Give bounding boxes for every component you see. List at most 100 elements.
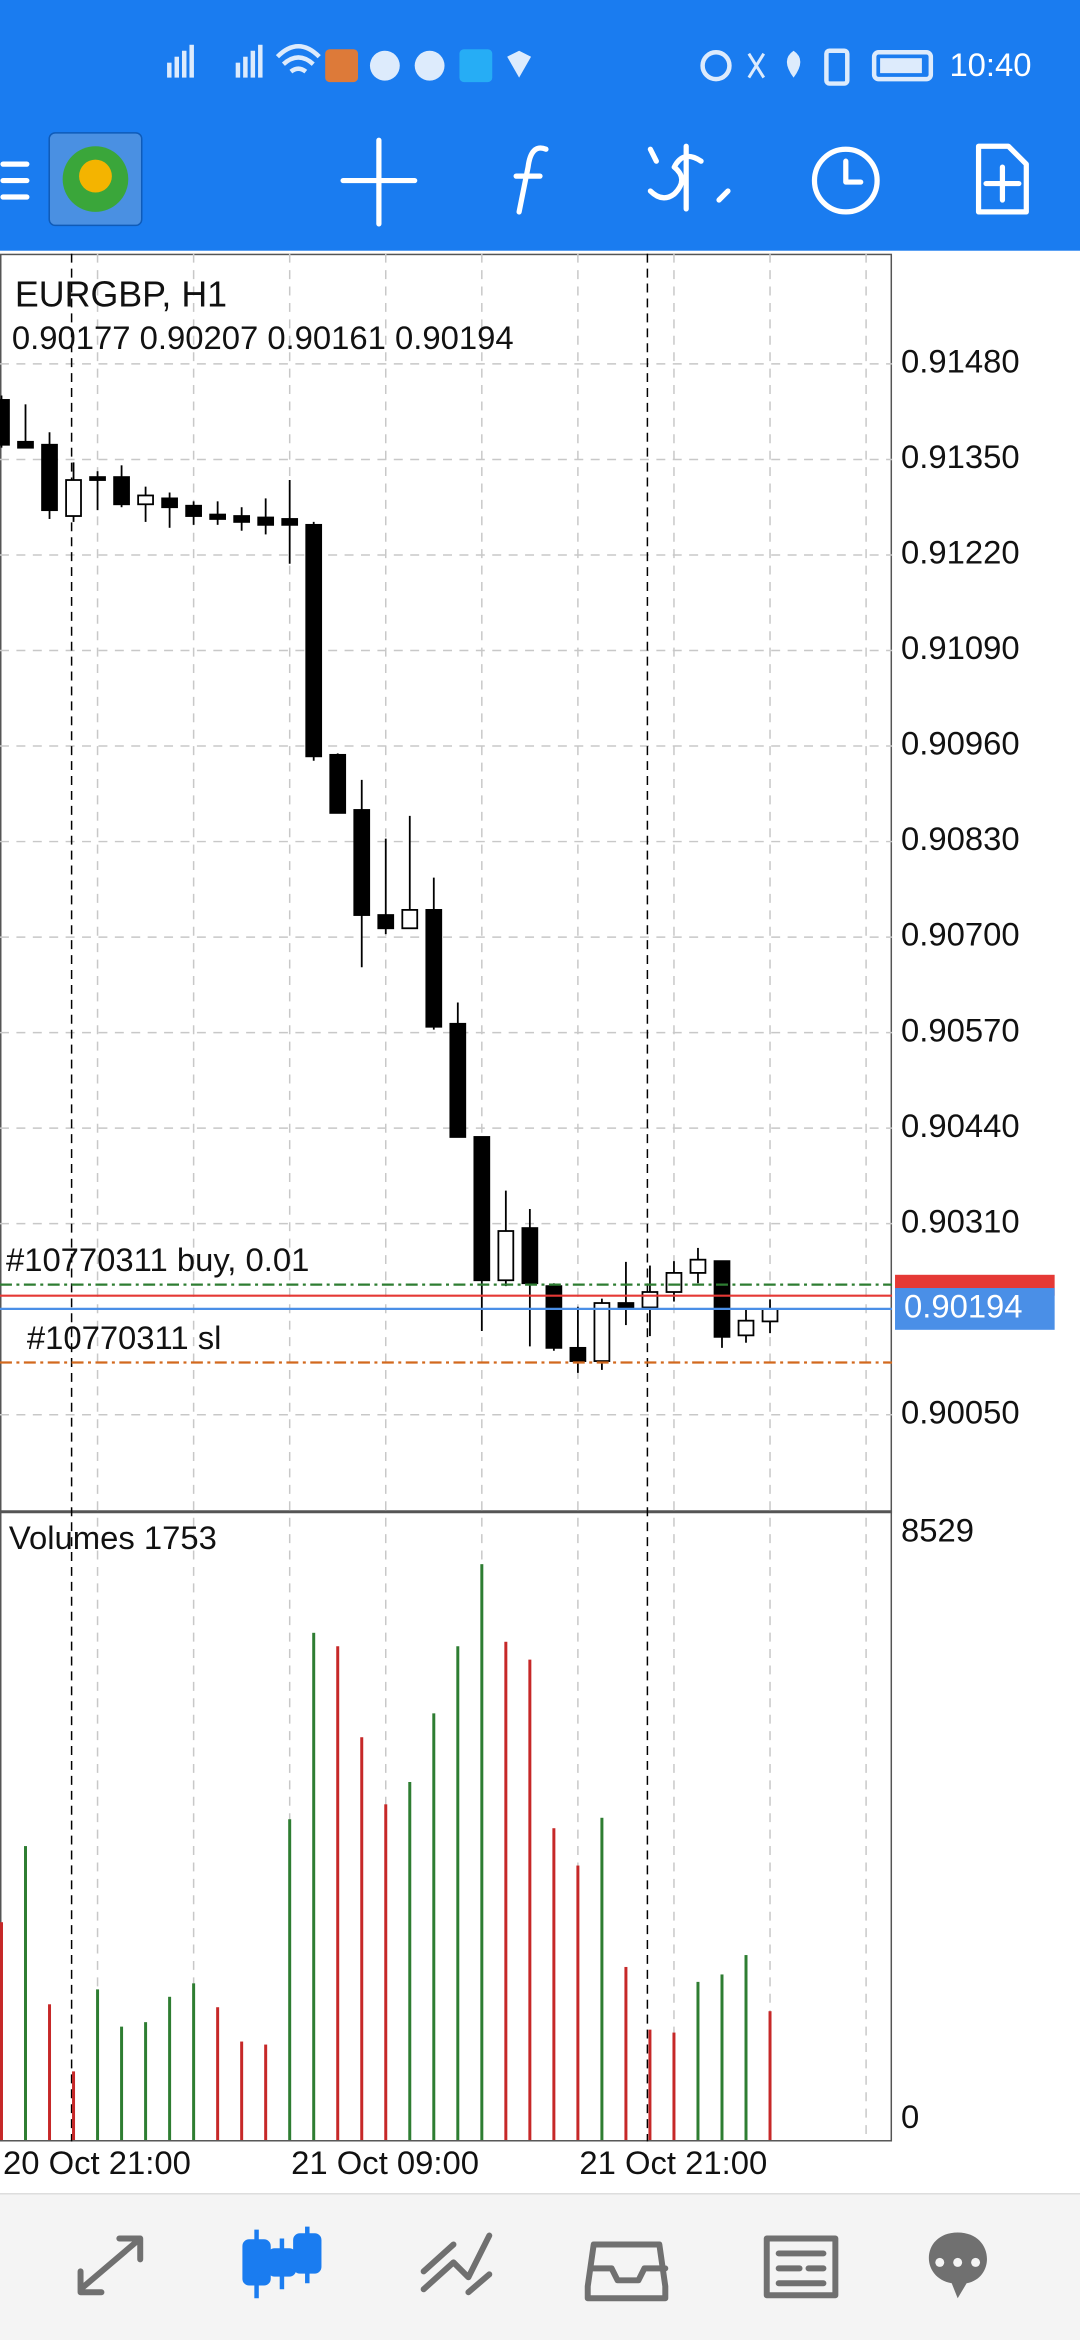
candle-body — [593, 1302, 611, 1362]
volume-bar — [144, 2022, 148, 2141]
volume-bar — [168, 1996, 172, 2141]
y-tick-label: 0.90960 — [901, 725, 1020, 762]
nav-trade[interactable] — [420, 2232, 493, 2296]
indicators-button[interactable] — [513, 145, 549, 215]
candle-body — [737, 1319, 755, 1337]
volume-bar — [48, 2004, 52, 2141]
chart-frame — [0, 253, 893, 2142]
y-tick-label: 0.90310 — [901, 1202, 1020, 1239]
volume-title: Volumes 1753 — [9, 1519, 217, 1556]
bottom-nav — [0, 2193, 1080, 2340]
candle-body — [329, 753, 347, 814]
toolbar — [0, 132, 1029, 227]
candle-body — [233, 515, 251, 523]
volume-bar — [192, 1983, 196, 2141]
volume-bar — [384, 1804, 388, 2141]
nav-chart[interactable] — [242, 2226, 322, 2299]
bid-price-tag — [895, 1288, 1055, 1330]
volume-bar — [312, 1632, 316, 2141]
y-tick-label: 0.90440 — [901, 1107, 1020, 1144]
y-tick-label: 0 — [901, 2098, 919, 2135]
candle-body — [497, 1230, 515, 1282]
candle-body — [305, 523, 323, 758]
timeframe-button[interactable] — [811, 146, 880, 215]
volume-bar — [72, 2071, 76, 2141]
candle-body — [41, 443, 58, 512]
y-tick-label: 0.90700 — [901, 916, 1020, 953]
volume-bar — [216, 2007, 220, 2141]
candle-body — [281, 518, 299, 526]
candle-body — [137, 494, 154, 506]
menu-button[interactable] — [0, 161, 30, 200]
volume-bar — [576, 1865, 580, 2141]
chart-title: EURGBP, H1 — [15, 274, 227, 314]
candle-body — [401, 909, 419, 930]
level-label: #10770311 buy, 0.01 — [6, 1241, 309, 1278]
ohlc-readout: 0.90177 0.90207 0.90161 0.90194 — [12, 319, 514, 356]
candle-body — [521, 1227, 539, 1285]
volume-bar — [0, 1922, 3, 2141]
candle-body — [17, 440, 34, 449]
volume-bar — [480, 1564, 484, 2141]
status-time: 10:40 — [949, 46, 1031, 83]
nav-quotes[interactable] — [77, 2235, 144, 2296]
volume-bar — [672, 2032, 676, 2141]
candle-body — [689, 1258, 707, 1274]
candle-body — [377, 914, 395, 930]
candle-body — [761, 1308, 779, 1323]
volume-bar — [432, 1713, 436, 2141]
trade-button[interactable] — [647, 143, 731, 212]
app-bar — [0, 0, 1080, 251]
volume-bar — [648, 2029, 652, 2141]
marks — [0, 395, 893, 2141]
volume-bar — [120, 2026, 124, 2141]
volume-bar — [552, 1828, 556, 2141]
nav-history[interactable] — [584, 2241, 669, 2302]
volume-bar — [600, 1817, 604, 2141]
candle-body — [665, 1272, 683, 1293]
volume-bar — [288, 1819, 292, 2141]
y-tick-label: 0.91480 — [901, 343, 1020, 380]
candle-body — [545, 1285, 563, 1349]
status-icons — [167, 44, 934, 86]
volume-bar — [528, 1659, 532, 2141]
volume-bar — [336, 1646, 340, 2141]
candle-body — [89, 476, 106, 481]
candle-body — [209, 513, 226, 520]
candle-body — [569, 1346, 587, 1362]
volume-bar — [24, 1846, 27, 2141]
volume-bar — [96, 1989, 100, 2141]
candle-body — [113, 476, 130, 506]
candle-body — [425, 909, 443, 1028]
volume-bar — [696, 1981, 700, 2141]
y-tick-label: 0.90830 — [901, 820, 1020, 857]
candle-body — [185, 504, 202, 517]
candle-body — [473, 1136, 491, 1282]
volume-bar — [504, 1641, 508, 2141]
candle-body — [353, 809, 371, 916]
x-tick-label: 20 Oct 21:00 — [3, 2144, 191, 2181]
candle-body — [161, 497, 178, 509]
nav-news[interactable] — [763, 2235, 839, 2299]
y-tick-label: 0.90570 — [901, 1011, 1020, 1048]
bid-price-label: 0.90194 — [904, 1288, 1023, 1325]
volume-bar — [360, 1737, 364, 2141]
candle-body — [449, 1022, 467, 1138]
y-tick-label: 0.91350 — [901, 438, 1020, 475]
nav-messages[interactable] — [928, 2232, 987, 2299]
volume-bar — [720, 1974, 724, 2141]
candle-body — [65, 479, 82, 517]
y-tick-label: 0.91090 — [901, 629, 1020, 666]
candle-body — [257, 516, 275, 526]
volume-bar — [408, 1781, 412, 2141]
volume-bar — [744, 1955, 748, 2141]
volume-bar — [456, 1646, 460, 2141]
level-label: #10770311 sl — [27, 1319, 222, 1356]
new-order-button[interactable] — [975, 143, 1029, 215]
volume-bar — [624, 1966, 628, 2141]
crosshair-button[interactable] — [340, 137, 418, 227]
volume-bar — [240, 2041, 244, 2141]
candle-body — [0, 399, 10, 446]
